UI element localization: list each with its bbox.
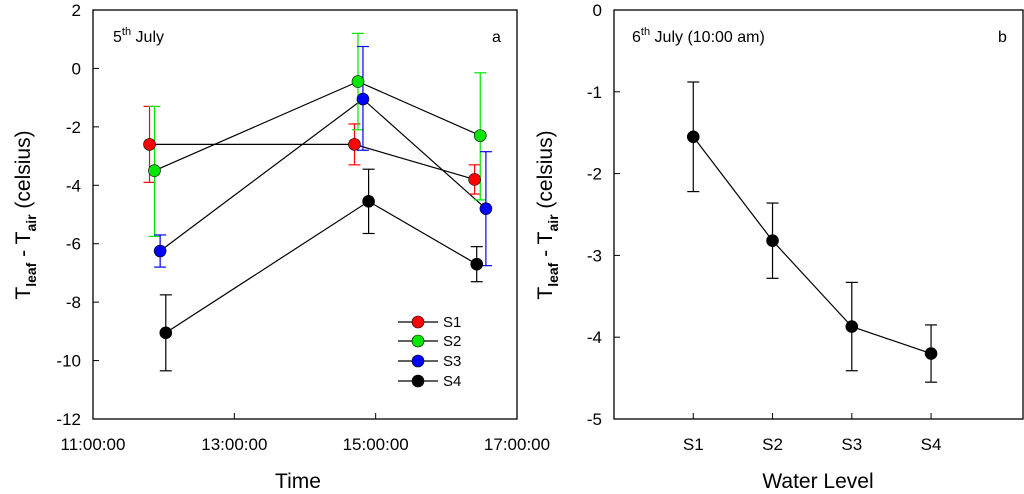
svg-text:S3: S3 (443, 353, 461, 370)
data-point-s1 (686, 130, 700, 144)
legend-entry-s1: S1 (398, 314, 461, 331)
data-point-s4 (470, 257, 484, 271)
panel-a-date-annotation: 5th July (113, 26, 164, 46)
panel-a-time-chart: 2 0 -2 -4 -6 -8 -10 -12 11:00:00 13:00:00 15:00:00… (12, 1, 550, 493)
y-tick-label: -2 (66, 118, 81, 137)
data-point-s4 (159, 326, 173, 340)
data-point-s1 (348, 138, 361, 151)
panel-a-legend: S1 S2 S3 S4 (398, 314, 461, 390)
data-point-s2 (148, 164, 161, 177)
y-tick-label: -2 (587, 165, 602, 184)
x-tick-label: S2 (762, 435, 783, 454)
panel-b-x-axis-title: Water Level (762, 470, 873, 493)
panel-b-water-level-chart: 0-1-2-3-4-5S1 S2 S3 S4 6th July (10:00 am) … (534, 1, 1024, 493)
x-tick-label: S3 (841, 435, 862, 454)
data-point-s2 (351, 75, 365, 88)
x-tick-label: S4 (921, 435, 942, 454)
data-point-s2 (766, 234, 779, 247)
x-tick-label: S1 (683, 435, 704, 454)
data-point-s4 (924, 347, 938, 360)
data-point-s3 (479, 202, 493, 215)
y-tick-label: -4 (66, 176, 81, 195)
legend-entry-s2: S2 (398, 333, 461, 350)
x-tick-label: 15:00:00 (343, 435, 409, 454)
svg-text:S1: S1 (443, 314, 461, 331)
y-tick-label: 2 (72, 1, 81, 20)
x-tick-label: 13:00:00 (201, 435, 267, 454)
panel-b-ticks: 0 -1 -2 -3 -4 -5 S1 S2 S3 S4 (587, 1, 942, 454)
y-tick-label: -12 (56, 410, 81, 429)
panel-b-date-annotation: 6th July (10:00 am) (632, 26, 765, 46)
panel-b-y-axis-title: Tleaf - Tair (celsius) (534, 130, 561, 299)
panel-a-data-points (143, 75, 493, 340)
y-tick-label: -5 (587, 410, 602, 429)
data-point-s1 (143, 138, 156, 151)
x-tick-label: 17:00:00 (484, 435, 550, 454)
y-tick-label: -8 (66, 293, 81, 312)
panel-a-plot-frame (92, 9, 518, 420)
data-point-s1 (468, 173, 481, 186)
svg-text:S2: S2 (443, 333, 461, 350)
panel-a-label: a (492, 29, 501, 46)
y-tick-label: -4 (587, 328, 602, 347)
y-tick-label: -6 (66, 235, 81, 254)
panel-a-error-bars (143, 32, 492, 372)
data-point-s3 (845, 320, 859, 333)
panel-a-series-lines (149, 80, 487, 334)
panel-b-error-bars (687, 81, 938, 383)
panel-b-label: b (998, 29, 1007, 46)
legend-entry-s3: S3 (398, 353, 461, 370)
y-tick-label: 0 (593, 1, 602, 20)
series-line-s4 (165, 200, 478, 334)
series-line-s1 (149, 143, 475, 180)
legend-entry-s4: S4 (398, 373, 461, 390)
series-line-s3 (159, 98, 487, 252)
y-tick-label: -1 (587, 83, 602, 102)
data-point-s3 (153, 244, 167, 258)
panel-b-data-points (686, 130, 938, 360)
y-tick-label: 0 (72, 59, 81, 78)
y-tick-label: -10 (56, 352, 81, 371)
data-point-s3 (356, 92, 370, 106)
series-line-s2 (154, 80, 481, 172)
x-tick-label: 11:00:00 (61, 435, 126, 454)
panel-a-x-axis-title: Time (275, 470, 321, 493)
panel-a-ticks: 2 0 -2 -4 -6 -8 -10 -12 11:00:00 13:00:00 15:00:00… (56, 1, 550, 454)
data-point-s4 (362, 195, 375, 208)
panel-b-series-line (692, 136, 932, 355)
panel-b-plot-frame (613, 9, 1024, 420)
svg-text:S4: S4 (443, 373, 461, 390)
data-point-s2 (473, 129, 487, 142)
series-line (692, 136, 932, 355)
panel-a-y-axis-title: Tleaf - Tair (celsius) (12, 130, 39, 299)
y-tick-label: -3 (587, 246, 602, 265)
